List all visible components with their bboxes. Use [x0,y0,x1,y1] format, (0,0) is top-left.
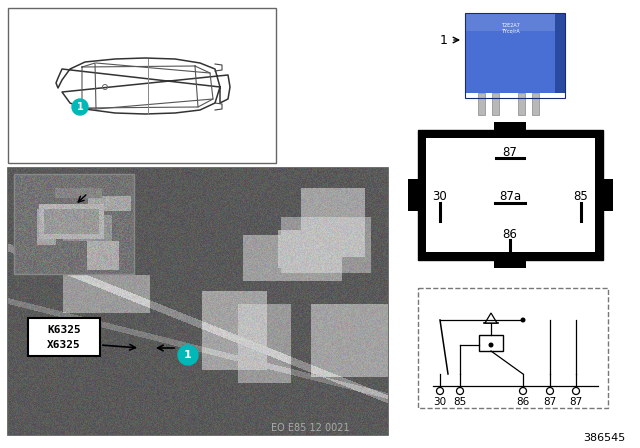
Bar [8,8,276,163]
Bar [532,93,539,115]
Polygon shape [485,313,497,323]
Bar [418,130,603,260]
Text: 87: 87 [502,146,517,159]
Bar [418,288,608,408]
Bar [465,13,565,31]
Circle shape [456,388,463,395]
Bar [426,138,595,252]
Text: EO E85 12 0021: EO E85 12 0021 [271,423,349,433]
Text: 86: 86 [516,397,530,407]
Text: 87: 87 [543,397,557,407]
Bar [479,335,503,351]
Circle shape [488,343,493,348]
Circle shape [436,388,444,395]
Circle shape [520,318,525,323]
Bar [555,13,565,93]
Text: 85: 85 [573,190,588,203]
Text: T2E2A7
TYco/rA: T2E2A7 TYco/rA [500,22,520,34]
Bar [8,168,388,435]
Bar [465,13,565,93]
Text: 87a: 87a [499,190,521,203]
Circle shape [573,388,579,395]
Text: 1: 1 [440,34,448,47]
Text: 1: 1 [77,102,83,112]
Text: 30: 30 [433,397,447,407]
Circle shape [72,99,88,115]
Text: 386545: 386545 [583,433,625,443]
Bar [518,93,525,115]
Bar [465,13,565,98]
Text: 85: 85 [453,397,467,407]
Text: 1: 1 [184,350,192,360]
Bar [494,256,526,268]
Circle shape [520,388,527,395]
Bar [494,122,526,134]
Text: K6325: K6325 [47,325,81,335]
Bar [599,179,613,211]
Bar [478,93,485,115]
Bar [28,318,100,356]
Bar [492,93,499,115]
Bar [408,179,422,211]
Bar [14,174,134,274]
Text: 86: 86 [502,228,517,241]
Text: X6325: X6325 [47,340,81,350]
Text: 87: 87 [570,397,582,407]
Circle shape [178,345,198,365]
Text: 30: 30 [433,190,447,203]
Circle shape [547,388,554,395]
